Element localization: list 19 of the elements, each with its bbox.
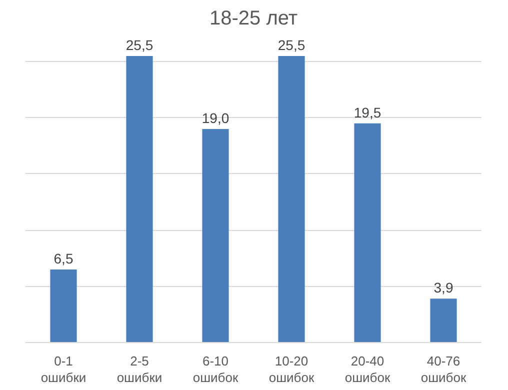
data-label: 19,0	[202, 110, 230, 126]
x-tick-label: 40-76 ошибок	[420, 354, 466, 385]
bar	[430, 298, 457, 342]
data-label: 3,9	[434, 280, 454, 296]
data-label: 19,5	[354, 104, 382, 120]
data-label: 25,5	[278, 36, 306, 53]
chart-title: 18-25 лет	[210, 8, 298, 30]
bar	[50, 269, 77, 342]
bar	[126, 56, 153, 342]
bar	[278, 56, 305, 342]
x-tick-label: 10-20 ошибок	[268, 354, 314, 385]
x-tick-label: 2-5 ошибки	[116, 354, 162, 385]
x-tick-label: 0-1 ошибки	[40, 354, 86, 385]
data-label: 6,5	[54, 250, 74, 266]
x-tick-label: 6-10 ошибок	[192, 354, 238, 385]
x-tick-label: 20-40 ошибок	[344, 354, 390, 385]
data-label: 25,5	[126, 36, 154, 53]
bar	[354, 123, 381, 342]
bar	[202, 129, 229, 342]
